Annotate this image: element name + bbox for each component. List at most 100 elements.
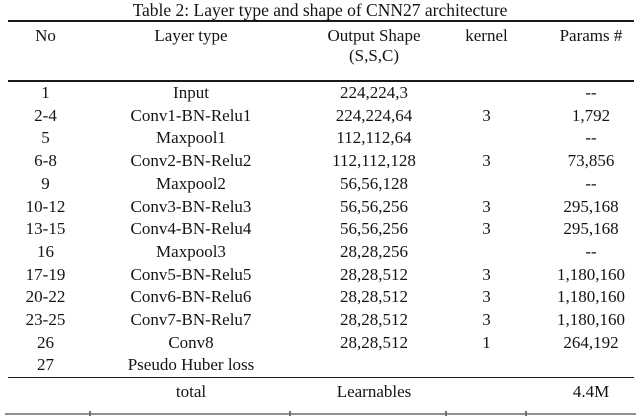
table-row: 5 Maxpool1 112,112,64 -- [8,127,634,150]
table-footer: total Learnables 4.4M [8,377,634,405]
cell-params: 295,168 [563,219,619,239]
cell-no: 1 [41,83,50,102]
cell-layer: Conv7-BN-Relu7 [130,310,252,330]
cell-no: 9 [41,173,50,193]
cell-layer: Conv1-BN-Relu1 [130,105,252,125]
cell-kernel: 1 [482,332,491,352]
table-header: No Layer type Output Shape (S,S,C) kerne… [8,21,634,82]
next-table-rule-tick [289,411,291,416]
table-row: 13-15 Conv4-BN-Relu4 56,56,256 3 295,168 [8,218,634,241]
cell-no: 10-12 [25,196,66,216]
next-table-rule-tick [445,411,447,416]
cell-no: 20-22 [25,287,66,307]
table-row: 1 Input 224,224,3 -- [8,81,634,105]
cell-params: 1,792 [571,105,611,125]
cell-layer: Input [173,83,209,102]
cell-layer: Conv2-BN-Relu2 [130,151,252,171]
cell-no: 23-25 [25,310,66,330]
column-header-output-shape: Output Shape (S,S,C) [299,21,449,82]
table-row: 20-22 Conv6-BN-Relu6 28,28,512 3 1,180,1… [8,286,634,309]
cell-shape: 112,112,64 [336,128,412,148]
cell-shape [299,354,449,377]
cell-layer: Pseudo Huber loss [127,355,255,375]
cell-shape: 224,224,3 [340,83,408,102]
cell-shape: 28,28,256 [340,241,408,261]
header-row: No Layer type Output Shape (S,S,C) kerne… [8,21,634,82]
cell-layer: Maxpool1 [156,128,226,148]
cell-params: -- [585,128,597,148]
next-table-rule-tick [89,411,91,416]
table-row: 23-25 Conv7-BN-Relu7 28,28,512 3 1,180,1… [8,309,634,332]
column-header-layer-type: Layer type [83,21,299,82]
next-table-top-rule [5,413,636,415]
cell-shape: 28,28,512 [340,310,408,330]
cell-params: 264,192 [563,332,619,352]
cell-shape: 28,28,512 [340,264,408,284]
total-row: total Learnables 4.4M [8,377,634,405]
total-cell-label: total [83,377,299,405]
cell-params: 1,180,160 [557,287,625,307]
cell-params: -- [585,83,597,102]
cell-no: 5 [41,128,50,148]
cell-shape: 112,112,128 [332,151,416,171]
table-row: 6-8 Conv2-BN-Relu2 112,112,128 3 73,856 [8,150,634,173]
next-table-rule-tick [525,411,527,416]
cell-params: 73,856 [567,151,615,171]
cell-no: 17-19 [25,264,66,284]
cell-params: 295,168 [563,196,619,216]
cell-shape: 28,28,512 [340,287,408,307]
column-header-no: No [8,21,83,82]
cell-no: 13-15 [25,219,66,239]
cell-params: 1,180,160 [557,264,625,284]
cell-kernel [449,173,524,196]
cell-no: 26 [37,332,54,352]
table-row: 16 Maxpool3 28,28,256 -- [8,241,634,264]
table-row: 10-12 Conv3-BN-Relu3 56,56,256 3 295,168 [8,196,634,219]
cell-shape: 56,56,256 [340,196,408,216]
table-row: 27 Pseudo Huber loss [8,354,634,377]
table-row: 17-19 Conv5-BN-Relu5 28,28,512 3 1,180,1… [8,264,634,287]
cell-layer: Conv8 [168,332,214,352]
cell-params: -- [585,173,597,193]
cnn27-architecture-table: No Layer type Output Shape (S,S,C) kerne… [8,20,634,405]
cell-shape: 56,56,256 [340,219,408,239]
cell-layer: Maxpool2 [156,173,226,193]
column-header-output-shape-line1: Output Shape [327,26,421,45]
cell-layer: Conv4-BN-Relu4 [130,219,252,239]
cell-shape: 224,224,64 [335,105,413,125]
cell-kernel: 3 [482,151,491,171]
total-cell-no [8,377,83,405]
cell-kernel: 3 [482,105,491,125]
cell-kernel [449,127,524,150]
cell-layer: Conv5-BN-Relu5 [130,264,252,284]
table-row: 26 Conv8 28,28,512 1 264,192 [8,332,634,355]
cell-no: 16 [37,241,54,261]
column-header-output-shape-line2: (S,S,C) [348,46,400,65]
cell-no: 2-4 [34,105,57,125]
table-body: 1 Input 224,224,3 -- 2-4 Conv1-BN-Relu1 … [8,81,634,378]
table-row: 9 Maxpool2 56,56,128 -- [8,173,634,196]
cell-params: 1,180,160 [557,310,625,330]
column-header-kernel: kernel [449,21,524,82]
column-header-params: Params # [524,21,634,82]
cell-kernel: 3 [482,287,491,307]
cell-kernel: 3 [482,310,491,330]
cell-layer: Conv6-BN-Relu6 [130,287,252,307]
total-cell-kernel [449,377,524,405]
cell-kernel [449,354,524,377]
cell-kernel [449,241,524,264]
total-cell-params: 4.4M [524,377,634,405]
total-cell-learnables: Learnables [299,377,449,405]
cell-shape: 56,56,128 [340,173,408,193]
cell-kernel [449,81,524,105]
cell-kernel: 3 [482,264,491,284]
cell-params [524,354,634,377]
cell-layer: Conv3-BN-Relu3 [130,196,252,216]
cell-kernel: 3 [482,219,491,239]
cell-shape: 28,28,512 [340,332,408,352]
table-caption: Table 2: Layer type and shape of CNN27 a… [132,0,508,20]
cell-layer: Maxpool3 [156,241,226,261]
cell-no: 27 [37,355,54,375]
cell-params: -- [585,241,597,261]
